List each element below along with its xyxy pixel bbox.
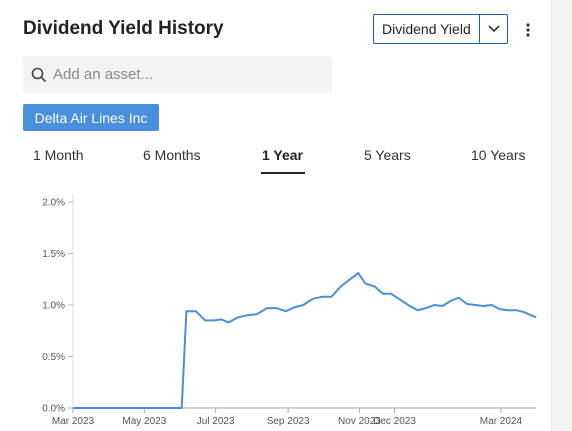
y-tick-label: 0.5%: [42, 352, 65, 363]
time-range-tabs: 1 Month 6 Months 1 Year 5 Years 10 Years: [0, 140, 552, 180]
x-tick-label: Sep 2023: [267, 416, 310, 427]
scroll-edge: [551, 0, 572, 431]
x-tick-label: Mar 2024: [480, 416, 523, 427]
y-tick-label: 1.0%: [42, 301, 65, 312]
tab-10-years[interactable]: 10 Years: [471, 147, 526, 163]
y-tick-label: 1.5%: [42, 249, 65, 260]
y-tick-label: 2.0%: [42, 198, 65, 209]
search-input[interactable]: Add an asset...: [23, 56, 332, 93]
dividend-yield-chart: 0.0% 0.5% 1.0% 1.5% 2.0% Mar 2023 May 2023 Jul …: [42, 194, 537, 427]
dividend-yield-line: [73, 272, 537, 409]
x-tick-label: Dec 2023: [373, 416, 416, 427]
search-placeholder: Add an asset...: [53, 66, 154, 83]
tab-6-months[interactable]: 6 Months: [143, 147, 201, 163]
search-icon: [31, 67, 47, 83]
x-tick-label: May 2023: [122, 416, 166, 427]
metric-dropdown-label: Dividend Yield: [382, 21, 471, 37]
kebab-icon[interactable]: [518, 18, 538, 42]
asset-chip[interactable]: Delta Air Lines Inc: [23, 104, 159, 131]
y-tick-label: 0.0%: [42, 404, 65, 415]
x-tick-label: Mar 2023: [52, 416, 95, 427]
tab-1-year[interactable]: 1 Year: [262, 147, 304, 163]
metric-dropdown[interactable]: Dividend Yield: [373, 14, 508, 44]
tab-5-years[interactable]: 5 Years: [364, 147, 411, 163]
chevron-down-icon[interactable]: [479, 15, 507, 43]
x-tick-label: Nov 2023: [338, 416, 381, 427]
page-title: Dividend Yield History: [23, 18, 224, 39]
tab-1-month[interactable]: 1 Month: [33, 147, 84, 163]
active-tab-indicator: [261, 172, 305, 174]
x-tick-label: Jul 2023: [197, 416, 235, 427]
